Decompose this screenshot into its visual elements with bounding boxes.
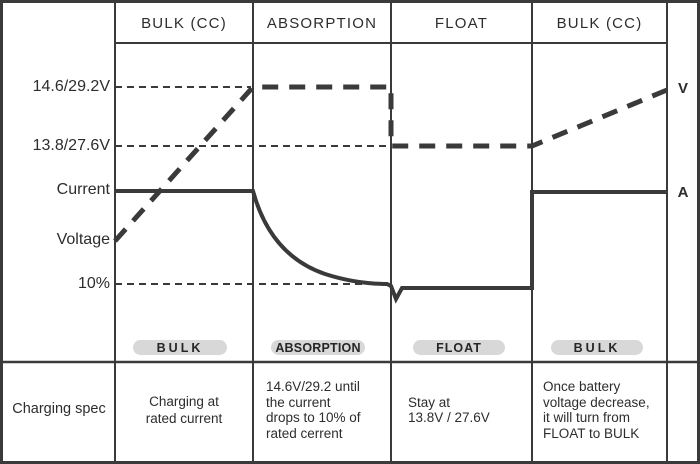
current-curve <box>115 189 667 304</box>
label-voltage: Voltage <box>56 231 110 248</box>
stage-pill-label: FLOAT <box>436 340 482 355</box>
stage-pill-absorption: ABSORPTION <box>271 340 365 355</box>
label-float-voltage: 13.8/27.6V <box>32 137 110 154</box>
stage-pill-bulk-1: BULK <box>133 340 227 355</box>
stage-pill-bulk-2: BULK <box>551 340 643 355</box>
label-amps-axis: A <box>677 184 689 201</box>
label-current: Current <box>56 181 110 198</box>
stage-pill-float: FLOAT <box>413 340 505 355</box>
stage-pill-label: BULK <box>573 340 621 355</box>
spec-cell-bulk-1: Charging at rated current <box>145 394 223 426</box>
label-ten-percent: 10% <box>77 275 110 292</box>
header-cell-float: FLOAT <box>434 14 489 32</box>
stage-pill-label: ABSORPTION <box>275 340 361 355</box>
label-absorption-voltage: 14.6/29.2V <box>32 78 110 95</box>
voltage-curve <box>113 84 668 243</box>
header-cell-bulk-cc-2: BULK (CC) <box>556 14 643 32</box>
spec-cell-float: Stay at 13.8V / 27.6V <box>408 394 490 426</box>
stage-pill-label: BULK <box>156 340 204 355</box>
header-cell-bulk-cc-1: BULK (CC) <box>141 14 227 32</box>
dashed-gridlines <box>115 86 390 285</box>
label-volts-axis: V <box>677 80 688 97</box>
spec-cell-absorption: 14.6V/29.2 until the current drops to 10… <box>266 379 361 441</box>
spec-cell-bulk-2: Once battery voltage decrease, it will t… <box>543 379 650 441</box>
header-cell-absorption: ABSORPTION <box>266 14 378 32</box>
spec-row-label: Charging spec <box>12 401 106 418</box>
